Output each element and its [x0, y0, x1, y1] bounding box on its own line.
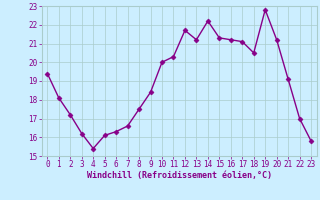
X-axis label: Windchill (Refroidissement éolien,°C): Windchill (Refroidissement éolien,°C): [87, 171, 272, 180]
